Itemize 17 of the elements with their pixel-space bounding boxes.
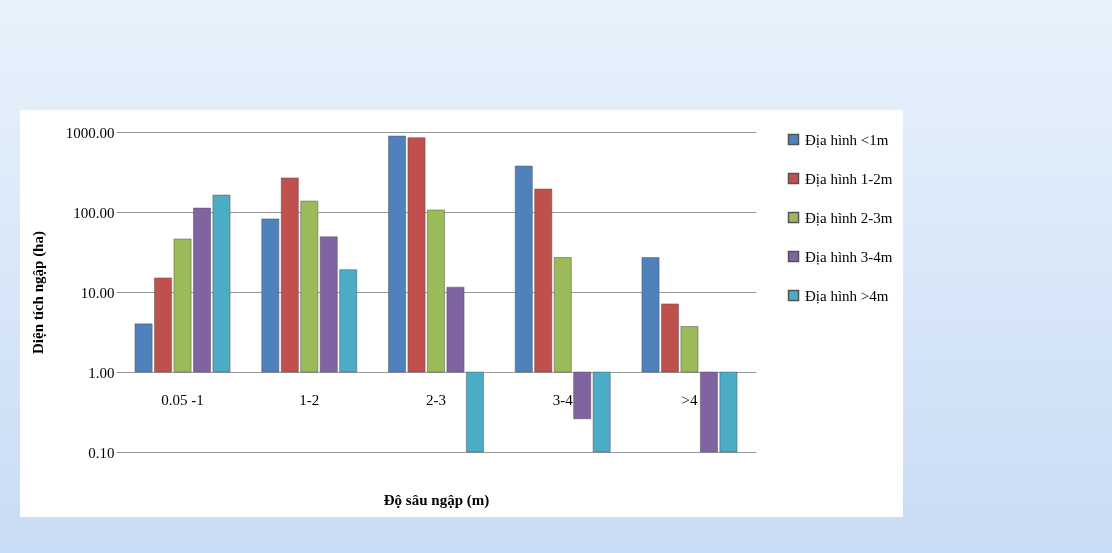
x-axis-title: Độ sâu ngập (m) — [383, 491, 490, 509]
y-axis-title: Diện tích ngập (ha) — [29, 231, 47, 354]
legend-label: Địa hình <1m — [805, 131, 889, 148]
legend-label: Địa hình >4m — [805, 287, 889, 304]
x-tick-label: 3-4 — [552, 391, 574, 408]
y-tick-label: 0.10 — [88, 444, 115, 461]
y-tick-label: 1.00 — [88, 364, 115, 381]
x-tick-label: 0.05 -1 — [161, 391, 204, 408]
x-tick-label: >4 — [681, 391, 698, 408]
x-tick-label: 1-2 — [299, 391, 320, 408]
legend-label: Địa hình 1-2m — [805, 170, 893, 187]
y-tick-label: 10.00 — [80, 284, 115, 301]
legend-label: Địa hình 2-3m — [805, 209, 893, 226]
y-tick-label: 1000.00 — [65, 124, 115, 141]
x-tick-label: 2-3 — [426, 391, 446, 408]
y-tick-label: 100.00 — [73, 204, 115, 221]
legend-label: Địa hình 3-4m — [805, 248, 893, 265]
